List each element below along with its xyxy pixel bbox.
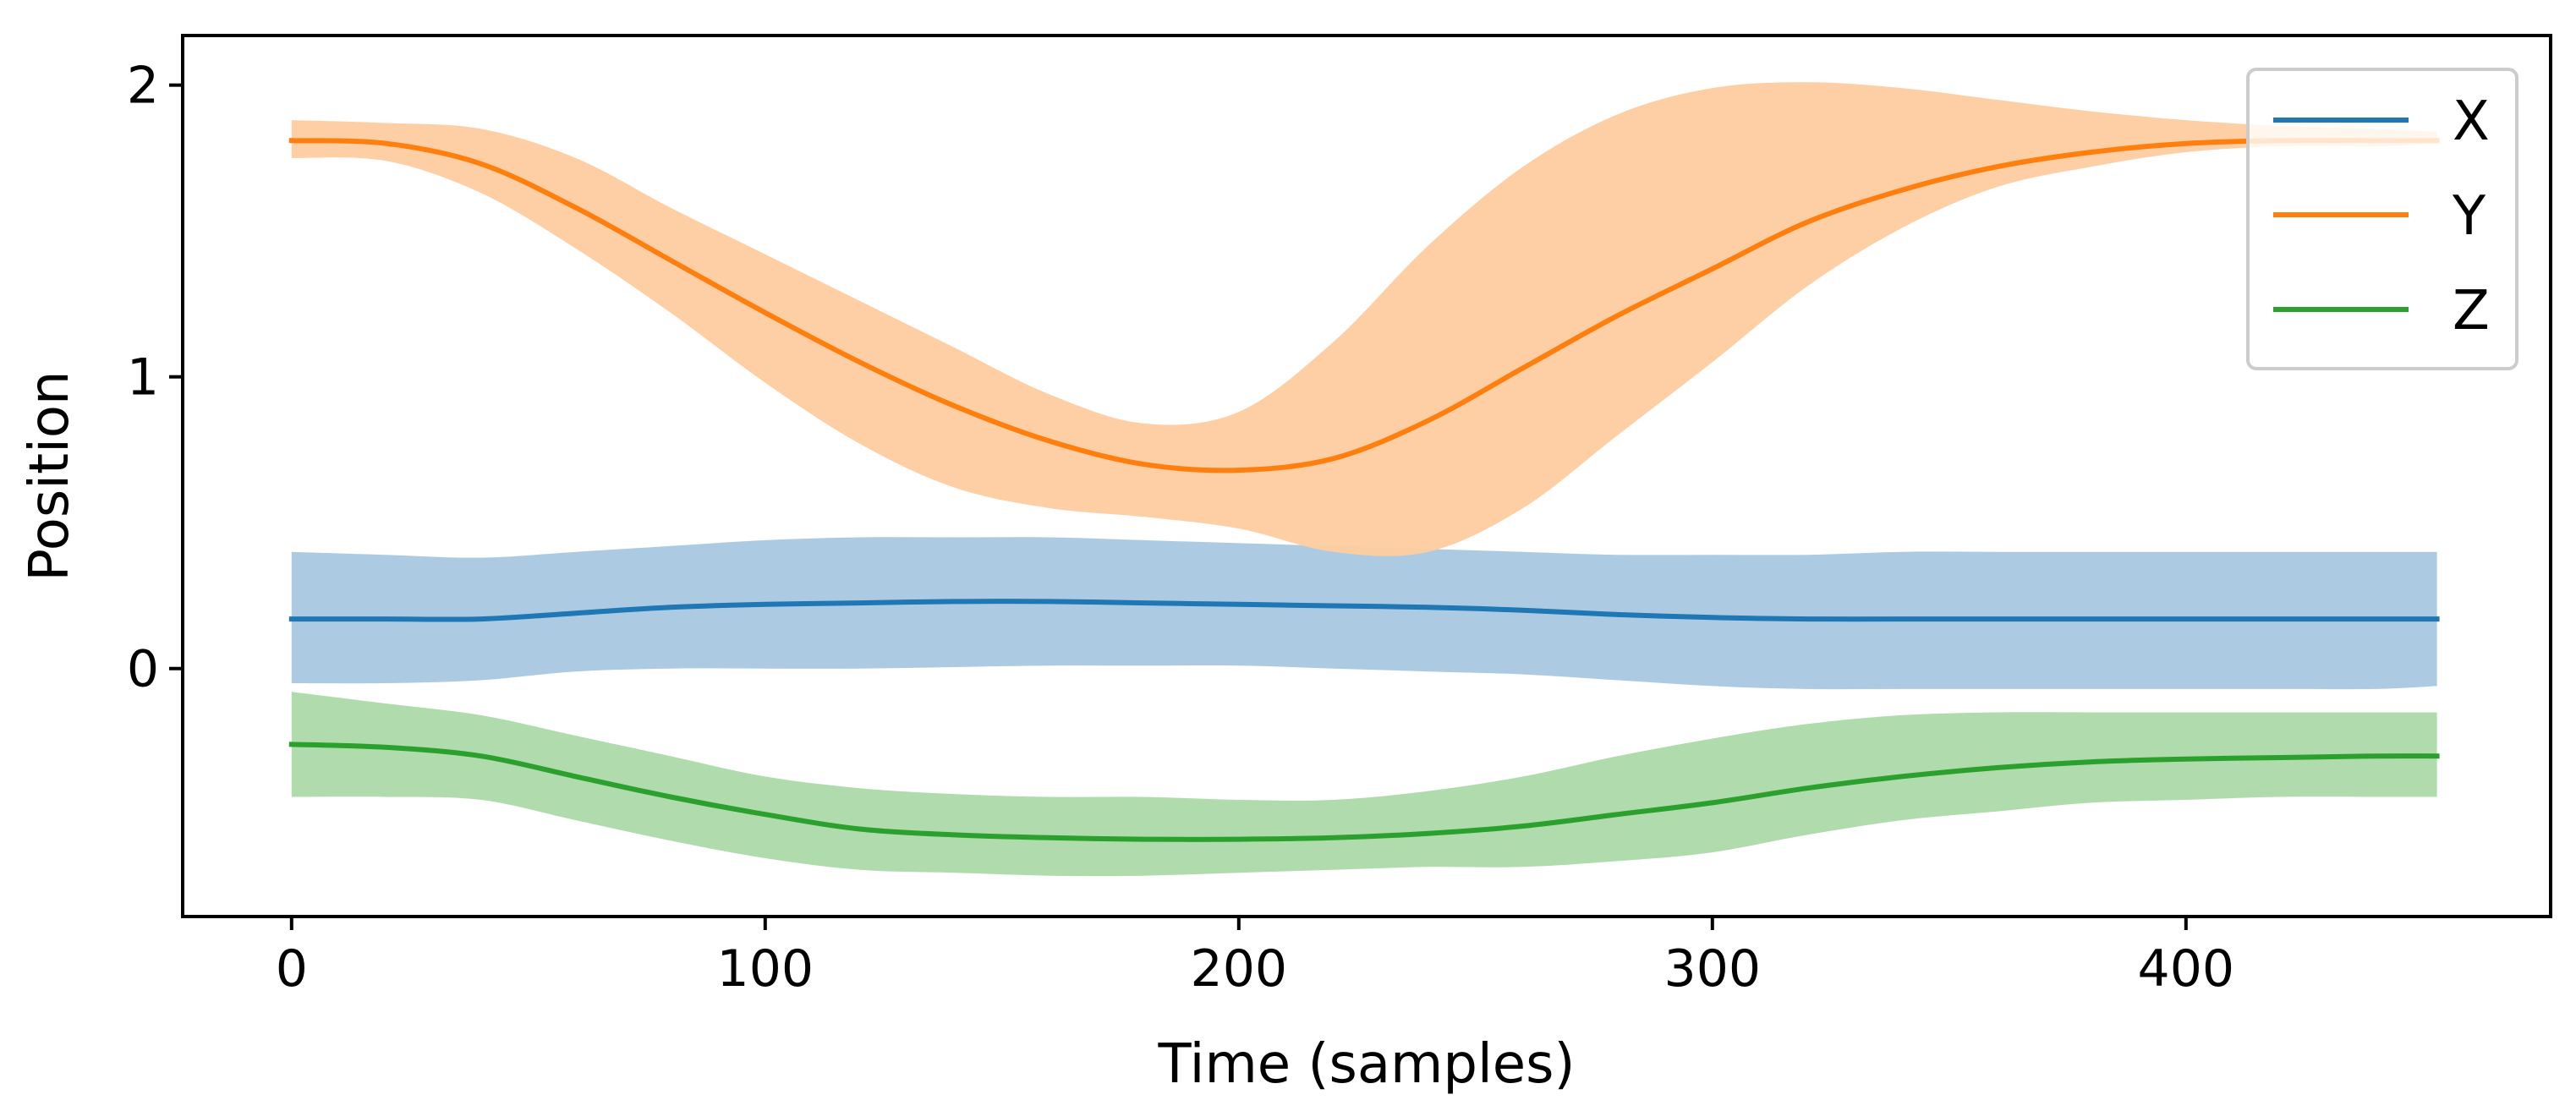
band-x <box>291 537 2437 690</box>
series-lines <box>288 137 2440 842</box>
x-tick-label: 0 <box>276 939 308 999</box>
legend-box <box>2246 68 2518 370</box>
plot-area-frame <box>181 34 2552 918</box>
x-tick-label: 200 <box>1191 939 1288 999</box>
legend-label-y: Y <box>2452 185 2486 248</box>
legend-items: XYZ <box>2273 90 2490 342</box>
y-axis-ticks: 0 1 2 <box>127 57 183 699</box>
band-y <box>291 82 2437 556</box>
line-x <box>288 599 2440 622</box>
x-tick-label: 100 <box>717 939 814 999</box>
confidence-bands <box>291 82 2437 877</box>
x-axis-label: Time (samples) <box>1158 1033 1576 1096</box>
legend: XYZ <box>2246 68 2518 370</box>
legend-label-x: X <box>2453 90 2490 153</box>
y-tick-label: 0 <box>127 640 159 699</box>
x-axis-ticks: 0 100 200 300 400 <box>276 917 2234 999</box>
y-tick-label: 2 <box>127 57 159 116</box>
band-z <box>291 692 2437 877</box>
legend-label-z: Z <box>2453 280 2490 342</box>
line-z <box>288 742 2440 842</box>
y-axis-label: Position <box>19 370 81 581</box>
line-y <box>288 137 2440 473</box>
x-tick-label: 300 <box>1664 939 1762 999</box>
y-tick-label: 1 <box>127 348 159 408</box>
x-tick-label: 400 <box>2138 939 2235 999</box>
